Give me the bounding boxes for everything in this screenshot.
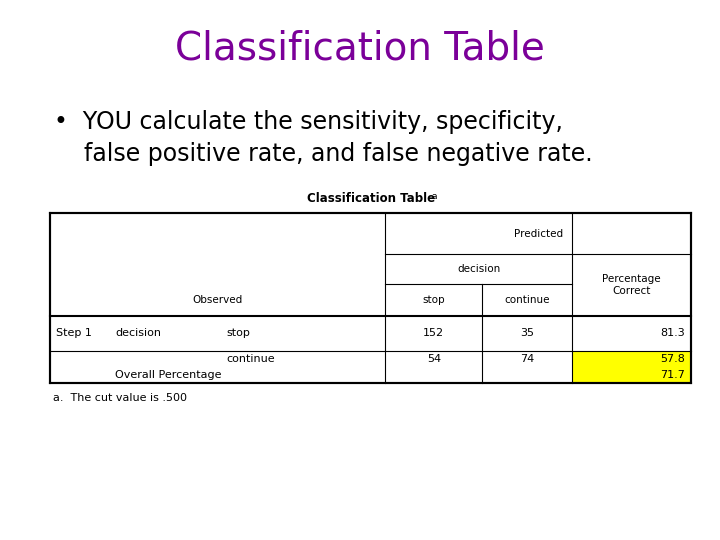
Text: •  YOU calculate the sensitivity, specificity,: • YOU calculate the sensitivity, specifi…	[54, 110, 563, 133]
Text: Observed: Observed	[193, 295, 243, 305]
Text: Step 1: Step 1	[56, 328, 92, 339]
Text: Classification Table: Classification Table	[175, 30, 545, 68]
Text: Classification Table: Classification Table	[307, 192, 435, 205]
Bar	[50, 213, 691, 383]
Text: a.  The cut value is .500: a. The cut value is .500	[53, 393, 186, 403]
Text: Percentage
Correct: Percentage Correct	[603, 274, 661, 296]
Text: 57.8: 57.8	[660, 354, 685, 364]
Text: Overall Percentage: Overall Percentage	[115, 370, 222, 380]
Text: continue: continue	[505, 295, 550, 305]
Text: continue: continue	[227, 354, 276, 364]
Text: stop: stop	[227, 328, 251, 339]
Text: 74: 74	[521, 354, 534, 364]
Text: 152: 152	[423, 328, 444, 339]
Text: decision: decision	[457, 264, 500, 274]
Text: Predicted: Predicted	[513, 228, 563, 239]
Text: 54: 54	[427, 354, 441, 364]
Text: a: a	[432, 192, 438, 201]
Text: 71.7: 71.7	[660, 370, 685, 380]
Text: false positive rate, and false negative rate.: false positive rate, and false negative …	[54, 142, 593, 166]
Text: 35: 35	[521, 328, 534, 339]
Text: 81.3: 81.3	[661, 328, 685, 339]
Bar	[572, 351, 691, 383]
Text: stop: stop	[423, 295, 445, 305]
Text: decision: decision	[115, 328, 161, 339]
